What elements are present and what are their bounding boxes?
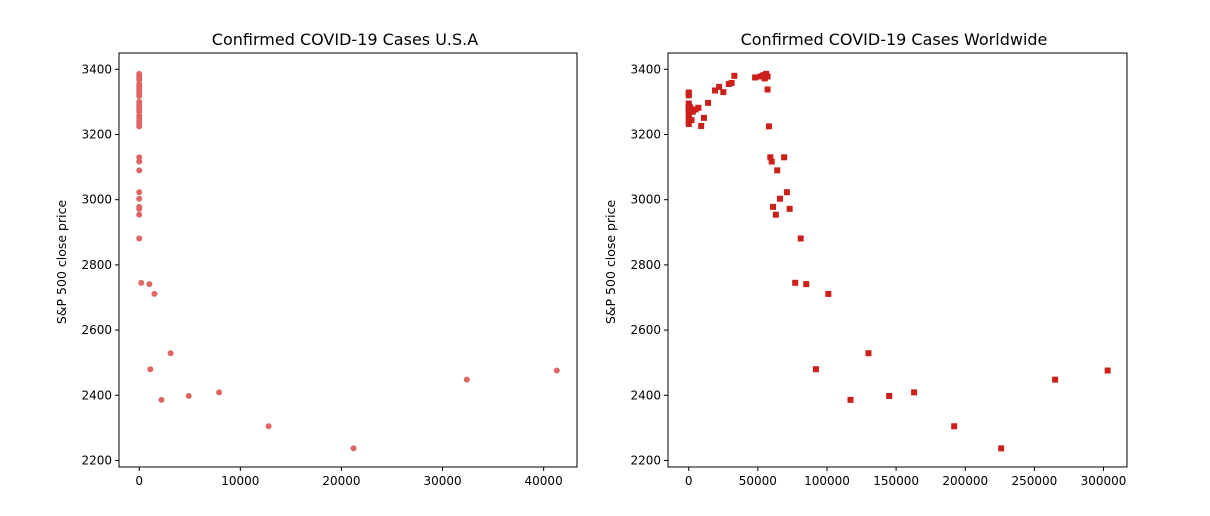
- chart-worldwide-xtick-label: 0: [685, 474, 693, 488]
- chart-usa-ytick-label: 3200: [81, 127, 112, 141]
- chart-worldwide-xtick-label: 300000: [1081, 474, 1127, 488]
- chart-worldwide-ylabel: S&P 500 close price: [603, 200, 618, 325]
- chart-worldwide-point: [685, 92, 692, 99]
- chart-usa-point: [136, 93, 143, 100]
- chart-usa-ytick-label: 2400: [81, 388, 112, 402]
- chart-worldwide-point: [767, 154, 774, 161]
- chart-usa-point: [136, 167, 143, 174]
- chart-worldwide-point: [792, 279, 799, 286]
- chart-usa-point: [216, 389, 223, 396]
- chart-worldwide-point: [685, 111, 692, 118]
- chart-usa-point: [136, 154, 143, 161]
- chart-usa-ytick-label: 2200: [81, 453, 112, 467]
- chart-worldwide-plot-frame: [667, 52, 1128, 468]
- chart-worldwide-point: [797, 235, 804, 242]
- chart-worldwide-point: [688, 117, 695, 124]
- chart-worldwide-point: [774, 167, 781, 174]
- chart-worldwide-point: [698, 123, 705, 130]
- chart-usa-ytick-label: 3400: [81, 62, 112, 76]
- chart-worldwide-point: [768, 158, 775, 165]
- chart-worldwide-point: [772, 211, 779, 218]
- chart-worldwide-point: [720, 89, 727, 96]
- chart-usa-point: [147, 366, 154, 373]
- chart-worldwide-xtick-label: 250000: [1011, 474, 1057, 488]
- chart-worldwide-point: [803, 281, 810, 288]
- chart-worldwide-point: [783, 189, 790, 196]
- chart-usa-point: [463, 376, 470, 383]
- chart-worldwide-xtick-label: 50000: [739, 474, 777, 488]
- chart-usa-point: [136, 158, 143, 165]
- chart-usa-ytick-label: 2800: [81, 258, 112, 272]
- chart-worldwide-point: [865, 350, 872, 357]
- chart-usa-ylabel: S&P 500 close price: [54, 200, 69, 325]
- chart-usa-point: [158, 396, 165, 403]
- chart-worldwide-point: [728, 79, 735, 86]
- chart-usa-point: [136, 189, 143, 196]
- chart-worldwide-point: [685, 121, 692, 128]
- chart-usa-point: [136, 235, 143, 242]
- chart-usa-xtick-label: 30000: [423, 474, 461, 488]
- chart-usa-xtick-label: 0: [135, 474, 143, 488]
- chart-worldwide-point: [786, 205, 793, 212]
- chart-worldwide-point: [695, 104, 702, 111]
- chart-usa: Confirmed COVID-19 Cases U.S.A S&P 500 c…: [54, 30, 578, 488]
- chart-usa-point: [151, 290, 158, 297]
- chart-usa-point: [136, 123, 143, 130]
- chart-worldwide-point: [1052, 376, 1059, 383]
- chart-worldwide-ytick-label: 2800: [630, 258, 661, 272]
- chart-usa-xtick-label: 40000: [525, 474, 563, 488]
- chart-usa-point: [146, 281, 153, 288]
- chart-worldwide-point: [731, 72, 738, 79]
- chart-worldwide-ytick-label: 2400: [630, 388, 661, 402]
- chart-usa-point: [167, 350, 174, 357]
- chart-worldwide-point: [847, 396, 854, 403]
- chart-worldwide-xtick-label: 100000: [804, 474, 850, 488]
- chart-usa-xtick-label: 10000: [221, 474, 259, 488]
- chart-worldwide-point: [1104, 367, 1111, 374]
- chart-usa-point: [136, 211, 143, 218]
- chart-usa-point: [350, 445, 357, 452]
- chart-worldwide-ytick-label: 2600: [630, 323, 661, 337]
- chart-usa-title: Confirmed COVID-19 Cases U.S.A: [212, 30, 478, 49]
- chart-worldwide-xtick-label: 200000: [942, 474, 988, 488]
- chart-worldwide-point: [764, 86, 771, 93]
- chart-usa-point: [136, 195, 143, 202]
- chart-worldwide-point: [781, 154, 788, 161]
- chart-worldwide-point: [764, 73, 771, 80]
- chart-worldwide-point: [700, 114, 707, 121]
- chart-usa-ytick-label: 3000: [81, 193, 112, 207]
- chart-usa-point: [265, 423, 272, 430]
- chart-worldwide-ytick-label: 3200: [630, 127, 661, 141]
- chart-worldwide-point: [951, 423, 958, 430]
- chart-worldwide-point: [812, 366, 819, 373]
- chart-worldwide-point: [705, 99, 712, 106]
- chart-worldwide-ytick-label: 2200: [630, 453, 661, 467]
- chart-worldwide-point: [998, 445, 1005, 452]
- chart-worldwide-point: [716, 83, 723, 90]
- chart-usa-point: [138, 279, 145, 286]
- chart-usa-plot-frame: [118, 52, 578, 468]
- chart-worldwide-xtick-label: 150000: [873, 474, 919, 488]
- chart-worldwide-point: [886, 392, 893, 399]
- chart-usa-point: [136, 205, 143, 212]
- chart-worldwide: Confirmed COVID-19 Cases Worldwide S&P 5…: [603, 30, 1128, 488]
- chart-worldwide-point: [752, 74, 759, 81]
- chart-worldwide-title: Confirmed COVID-19 Cases Worldwide: [741, 30, 1048, 49]
- chart-worldwide-point: [911, 389, 918, 396]
- chart-usa-xtick-label: 20000: [322, 474, 360, 488]
- chart-worldwide-point: [712, 87, 719, 94]
- chart-usa-point: [136, 76, 143, 83]
- chart-worldwide-point: [770, 203, 777, 210]
- chart-worldwide-ytick-label: 3400: [630, 62, 661, 76]
- chart-worldwide-ytick-label: 3000: [630, 193, 661, 207]
- chart-worldwide-point: [776, 195, 783, 202]
- chart-worldwide-point: [825, 290, 832, 297]
- chart-usa-point: [185, 392, 192, 399]
- chart-usa-point: [553, 367, 560, 374]
- chart-worldwide-point: [765, 123, 772, 130]
- chart-usa-ytick-label: 2600: [81, 323, 112, 337]
